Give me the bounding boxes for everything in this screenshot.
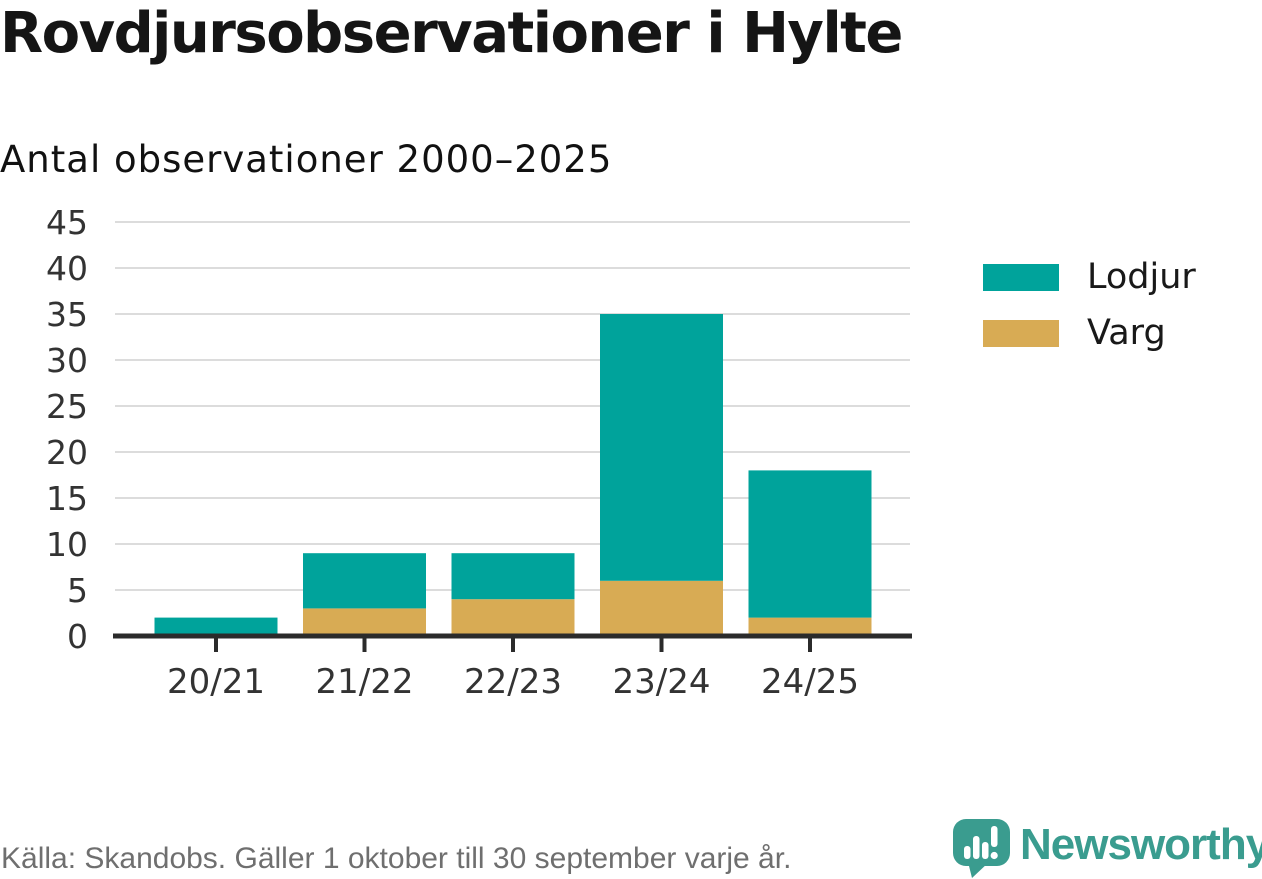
bar-segment-varg-22-23	[451, 599, 575, 636]
y-tick-label: 0	[67, 617, 88, 656]
legend-label: Lodjur	[1087, 257, 1196, 297]
y-tick-label: 10	[46, 525, 88, 564]
legend-swatch	[983, 264, 1059, 291]
chart-footer: Källa: Skandobs. Gäller 1 oktober till 3…	[0, 812, 1262, 879]
bar-segment-lodjur-24-25	[748, 470, 872, 618]
y-tick-label: 35	[46, 295, 88, 334]
y-tick-label: 5	[67, 571, 88, 610]
x-tick-label: 24/25	[761, 662, 859, 702]
legend-item-lodjur: Lodjur	[983, 260, 1196, 295]
chart-subtitle: Antal observationer 2000–2025	[0, 138, 613, 181]
bar-segment-varg-23-24	[600, 580, 723, 636]
y-tick-label: 20	[46, 433, 88, 472]
y-tick-label: 25	[46, 387, 88, 426]
bar-segment-varg-21-22	[303, 608, 426, 636]
legend-swatch	[983, 320, 1059, 347]
bar-segment-varg-24-25	[748, 617, 872, 636]
y-tick-label: 40	[46, 249, 88, 288]
chart-legend: Lodjur Varg	[983, 260, 1196, 376]
source-note: Källa: Skandobs. Gäller 1 oktober till 3…	[1, 842, 792, 875]
newsworthy-logo-icon	[953, 819, 1010, 878]
brand-name: Newsworthy	[1020, 820, 1262, 869]
legend-item-varg: Varg	[983, 316, 1196, 351]
bar-segment-lodjur-20-21	[154, 617, 278, 636]
y-tick-label: 15	[46, 479, 88, 518]
brand-lockup: Newsworthy	[953, 819, 1262, 879]
x-tick-label: 21/22	[316, 662, 414, 702]
bar-segment-lodjur-23-24	[600, 314, 723, 581]
x-tick-label: 22/23	[464, 662, 562, 702]
legend-label: Varg	[1087, 313, 1166, 353]
bar-segment-lodjur-21-22	[303, 553, 426, 609]
page-title: Rovdjursobservationer i Hylte	[0, 1, 903, 66]
bar-segment-lodjur-22-23	[451, 553, 575, 600]
y-tick-label: 45	[46, 203, 88, 242]
x-tick-label: 20/21	[167, 662, 265, 702]
y-tick-label: 30	[46, 341, 88, 380]
x-tick-label: 23/24	[613, 662, 711, 702]
stacked-bar-chart: 20/21 21/22 22/23 23/24 24/25 0 5 10 15 20 25 30 35 4…	[46, 203, 912, 702]
